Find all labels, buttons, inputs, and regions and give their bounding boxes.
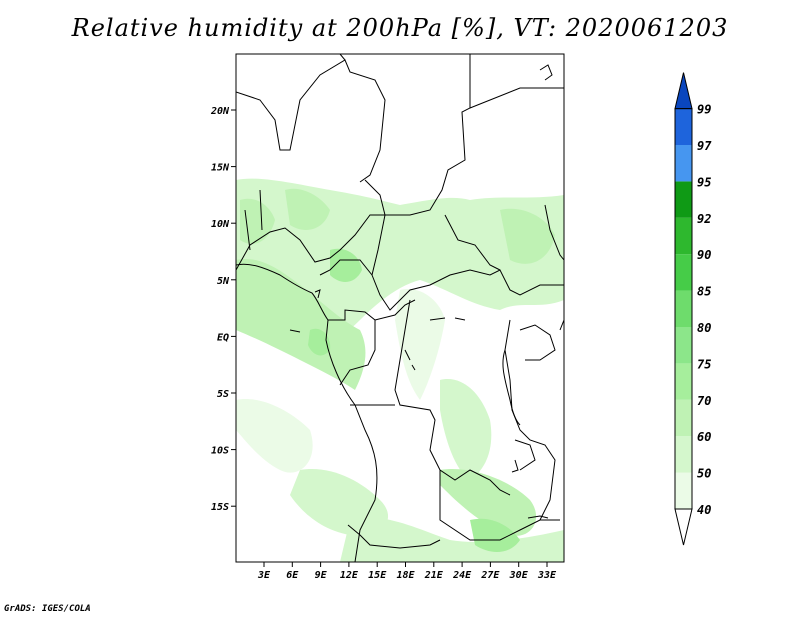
colorbar-label: 85 xyxy=(697,285,711,299)
country-borders xyxy=(236,54,564,562)
colorbar-label: 99 xyxy=(697,103,711,117)
lon-tick-label: 15E xyxy=(368,570,387,581)
colorbar-label: 50 xyxy=(697,467,711,481)
colorbar-label: 70 xyxy=(697,394,711,408)
lat-tick-label: 10S xyxy=(211,446,229,457)
colorbar-label: 60 xyxy=(697,430,711,444)
lon-tick-label: 24E xyxy=(452,570,472,581)
lat-tick-label: 5N xyxy=(217,276,230,287)
colorbar-label: 92 xyxy=(697,212,711,226)
lon-tick-label: 30E xyxy=(509,570,529,581)
lon-tick-label: 21E xyxy=(424,570,444,581)
lon-tick-label: 12E xyxy=(340,570,359,581)
lon-tick-label: 33E xyxy=(537,570,557,581)
lat-tick-label: 10N xyxy=(211,219,230,230)
colorbar-bin xyxy=(675,108,692,145)
colorbar-label: 75 xyxy=(697,357,711,371)
lon-tick-label: 27E xyxy=(480,570,500,581)
colorbar-bin xyxy=(675,181,692,218)
colorbar: 40 50 60 70 75 80 85 90 92 95 97 99 xyxy=(674,72,712,546)
lat-tick-label: 5S xyxy=(217,389,229,400)
colorbar-bin xyxy=(675,145,692,182)
colorbar-bin xyxy=(675,327,692,364)
lat-tick-label: 15S xyxy=(211,502,229,513)
colorbar-bin xyxy=(675,290,692,327)
colorbar-bin xyxy=(675,363,692,400)
lat-tick-label: 15N xyxy=(211,163,230,174)
colorbar-bin xyxy=(675,436,692,473)
credit-text: GrADS: IGES/COLA xyxy=(4,604,91,614)
lon-tick-label: 6E xyxy=(286,570,299,581)
lon-tick-label: 9E xyxy=(315,570,328,581)
map-frame xyxy=(235,53,565,563)
lon-tick-label: 3E xyxy=(257,570,271,581)
colorbar-outline xyxy=(674,108,693,510)
colorbar-label: 90 xyxy=(697,248,711,262)
colorbar-bin xyxy=(674,508,693,546)
colorbar-label: 80 xyxy=(697,321,711,335)
lat-tick-label: 20N xyxy=(210,106,230,117)
chart-title: Relative humidity at 200hPa [%], VT: 202… xyxy=(71,14,729,42)
colorbar-label: 97 xyxy=(697,139,712,153)
colorbar-bin xyxy=(675,472,692,509)
colorbar-bin xyxy=(674,72,693,110)
colorbar-label: 40 xyxy=(697,503,711,517)
colorbar-label: 95 xyxy=(697,175,711,189)
colorbar-bin xyxy=(675,217,692,255)
latitude-axis: 20N 15N 10N 5N EQ 5S 10S 15S xyxy=(210,106,236,513)
colorbar-bin xyxy=(675,254,692,291)
lat-tick-label: EQ xyxy=(217,332,229,343)
colorbar-bin xyxy=(675,399,692,437)
longitude-axis: 3E 6E 9E 12E 15E 18E 21E 24E 27E 30E 33E xyxy=(257,562,557,581)
humidity-field xyxy=(236,178,564,562)
lon-tick-label: 18E xyxy=(396,570,415,581)
